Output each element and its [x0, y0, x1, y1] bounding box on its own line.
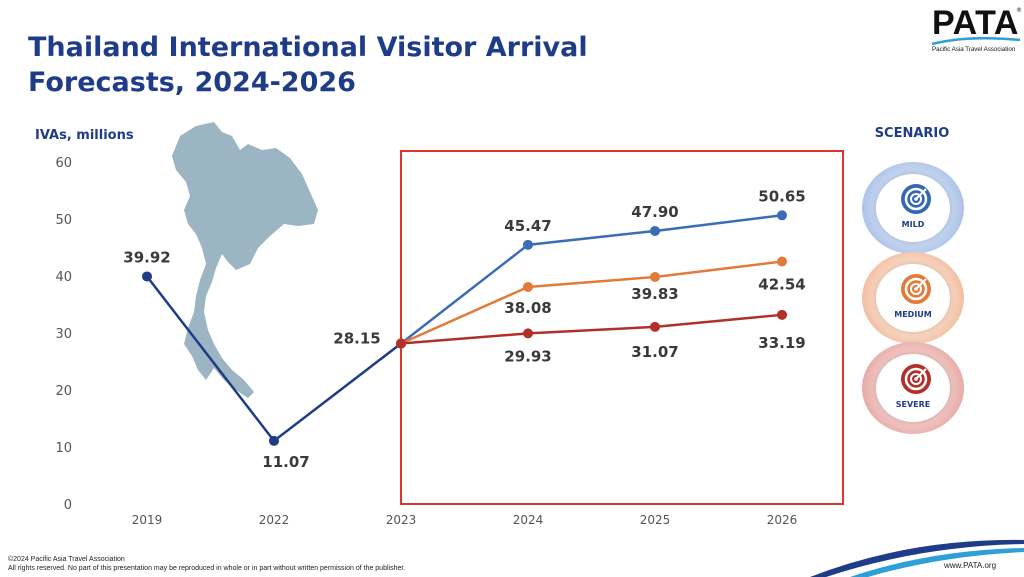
- data-label: 39.83: [631, 285, 678, 303]
- series-line-actual: [146, 275, 402, 443]
- data-point: [650, 321, 660, 332]
- data-point: [777, 309, 787, 320]
- rights-text: All rights reserved. No part of this pre…: [8, 565, 406, 572]
- data-label: 33.19: [758, 334, 805, 352]
- logo-tagline: Pacific Asia Travel Association: [932, 46, 1016, 53]
- target-icon: [901, 274, 931, 304]
- target-icon: [901, 184, 931, 214]
- x-tick-label: 2023: [386, 513, 417, 527]
- data-label: 42.54: [758, 276, 805, 294]
- line-chart: IVAs, millions 0 10 20 30 40 50 60 2019 2022 202…: [35, 122, 844, 527]
- data-label: 28.15: [333, 330, 380, 348]
- y-axis-title: IVAs, millions: [35, 128, 134, 143]
- data-point: [523, 281, 533, 292]
- logo-wordmark: PATA: [932, 4, 1019, 42]
- data-label: 38.08: [504, 299, 551, 317]
- scenario-medium: MEDIUM: [862, 252, 964, 344]
- data-point: [142, 271, 152, 282]
- y-tick-label: 50: [55, 213, 72, 228]
- scenario-severe-label: SEVERE: [895, 400, 931, 409]
- y-tick-label: 40: [55, 270, 72, 285]
- data-point: [777, 210, 787, 221]
- scenario-medium-label: MEDIUM: [894, 310, 932, 319]
- scenario-mild: MILD: [862, 162, 964, 254]
- data-point: [523, 239, 533, 250]
- y-tick-label: 10: [55, 441, 72, 456]
- x-tick-label: 2019: [132, 513, 163, 527]
- pata-logo: PATA ® Pacific Asia Travel Association: [928, 4, 1024, 54]
- scenario-title: SCENARIO: [874, 126, 950, 141]
- target-icon: [901, 364, 931, 394]
- y-tick-label: 20: [55, 384, 72, 399]
- data-label: 11.07: [262, 453, 309, 471]
- data-label: 39.92: [123, 248, 170, 266]
- y-tick-label: 60: [55, 156, 72, 171]
- website-link[interactable]: www.PATA.org: [944, 561, 997, 570]
- y-tick-label: 0: [64, 498, 72, 513]
- data-label: 47.90: [631, 203, 678, 221]
- data-point: [269, 435, 279, 446]
- data-label: 29.93: [504, 347, 551, 365]
- x-tick-label: 2024: [513, 513, 544, 527]
- series-line-medium: [400, 260, 783, 345]
- data-point: [523, 328, 533, 339]
- y-tick-label: 30: [55, 327, 72, 342]
- x-tick-label: 2025: [640, 513, 671, 527]
- data-label: 31.07: [631, 343, 678, 361]
- data-point: [650, 225, 660, 236]
- logo-registered-mark: ®: [1016, 7, 1022, 14]
- scenario-severe: SEVERE: [862, 342, 964, 434]
- forecast-highlight-box: [400, 150, 844, 505]
- corner-swoosh-icon: [810, 539, 1024, 577]
- x-tick-label: 2022: [259, 513, 290, 527]
- x-tick-label: 2026: [767, 513, 798, 527]
- series-line-severe: [400, 313, 783, 345]
- data-point: [396, 338, 406, 349]
- copyright-text: ©2024 Pacific Asia Travel Association: [8, 556, 125, 563]
- page-title: Thailand International Visitor Arrival F…: [28, 32, 588, 98]
- data-point: [777, 256, 787, 267]
- data-label: 50.65: [758, 187, 805, 205]
- logo-swoosh-icon: [931, 37, 1021, 46]
- series-line-mild: [400, 214, 783, 345]
- footer-copyright: ©2024 Pacific Asia Travel Association Al…: [8, 555, 405, 573]
- data-point: [650, 271, 660, 282]
- thailand-map-icon: [172, 122, 318, 398]
- data-label: 45.47: [504, 217, 551, 235]
- scenario-mild-label: MILD: [901, 220, 925, 229]
